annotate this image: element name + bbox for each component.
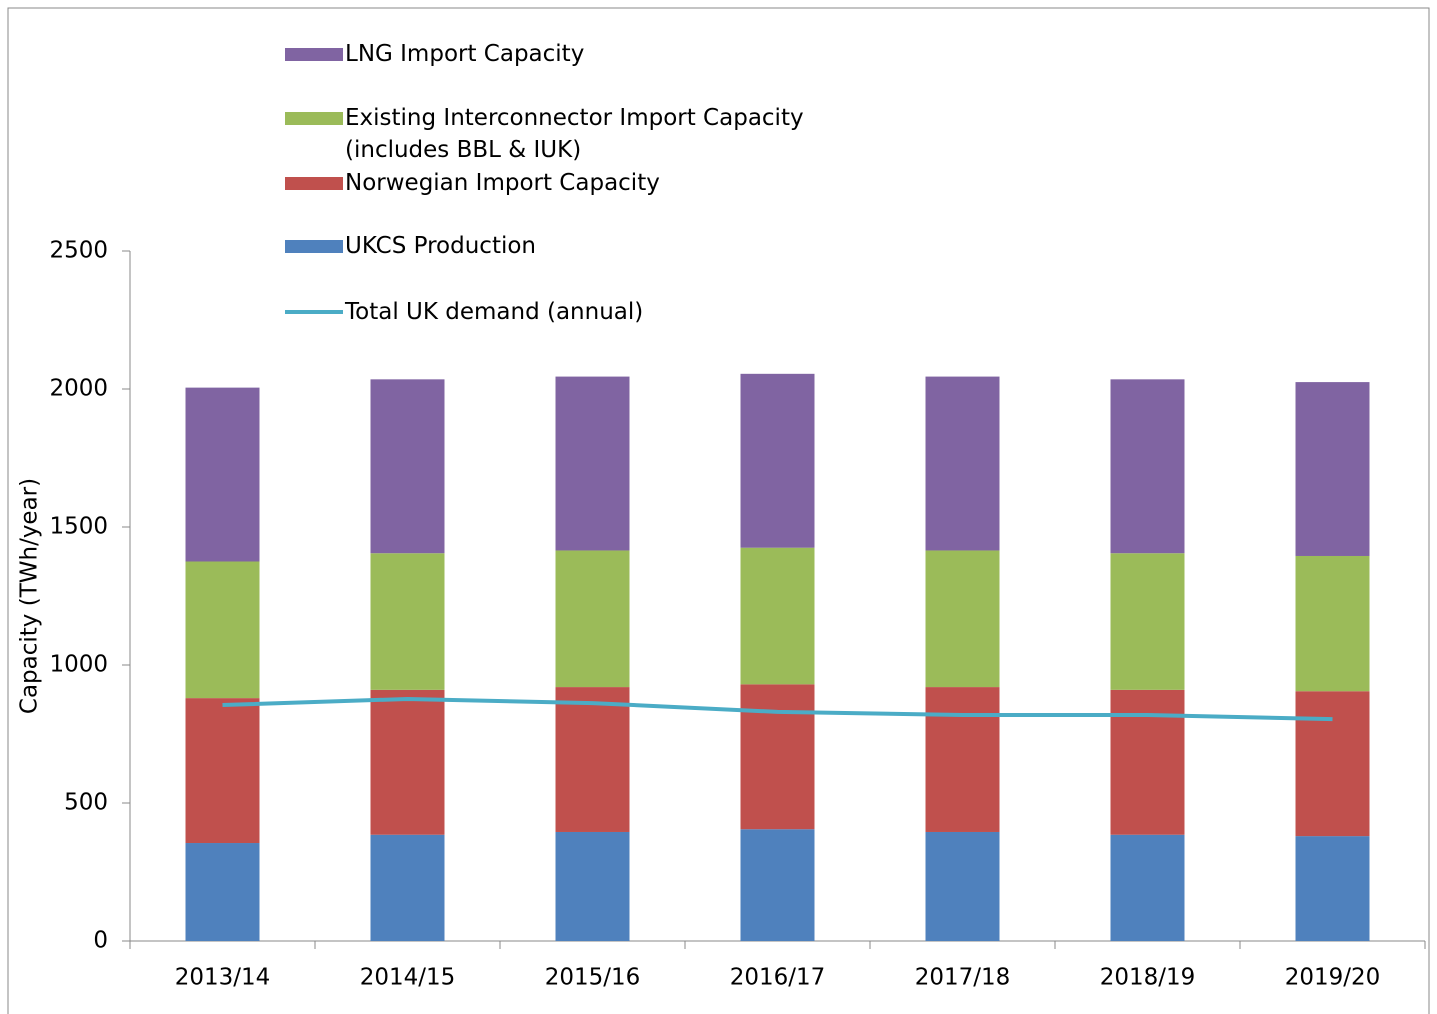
legend-swatch bbox=[285, 48, 343, 61]
bar-segment bbox=[740, 829, 815, 941]
bar-segment bbox=[925, 831, 1000, 941]
bar-segment bbox=[1110, 834, 1185, 941]
y-tick-label: 1000 bbox=[49, 652, 108, 678]
x-tick-label: 2015/16 bbox=[545, 965, 641, 991]
bar-segment bbox=[1110, 689, 1185, 835]
bar-segment bbox=[185, 387, 260, 562]
bar-segment bbox=[740, 373, 815, 548]
line-series bbox=[222, 696, 1333, 722]
bar-segment bbox=[370, 834, 445, 941]
x-tick-label: 2016/17 bbox=[730, 965, 826, 991]
bar-segment bbox=[1295, 691, 1370, 837]
bar-segment bbox=[555, 376, 630, 551]
bar-segment bbox=[185, 561, 260, 699]
bar-segment bbox=[555, 831, 630, 941]
bar-segment bbox=[555, 550, 630, 688]
bar-segment bbox=[740, 684, 815, 830]
y-tick-label: 0 bbox=[93, 928, 108, 954]
legend-label: Existing Interconnector Import Capacity … bbox=[345, 105, 804, 163]
bar-segment bbox=[1110, 379, 1185, 554]
bar-segment bbox=[185, 698, 260, 844]
bar-segment bbox=[555, 687, 630, 832]
bar-segment bbox=[370, 689, 445, 835]
legend-swatch bbox=[285, 240, 343, 253]
legend-swatch bbox=[285, 112, 343, 125]
legend-label: LNG Import Capacity bbox=[345, 41, 585, 67]
y-tick-label: 500 bbox=[64, 790, 108, 816]
legend-label: UKCS Production bbox=[345, 233, 536, 259]
legend-swatch bbox=[285, 177, 343, 190]
y-tick-label: 1500 bbox=[49, 514, 108, 540]
bar-segment bbox=[1295, 382, 1370, 556]
bar-segment bbox=[185, 843, 260, 941]
bar-segment bbox=[1295, 555, 1370, 692]
x-tick-label: 2018/19 bbox=[1100, 965, 1196, 991]
bar-segment bbox=[925, 687, 1000, 832]
bar-segment bbox=[925, 550, 1000, 688]
y-tick-label: 2000 bbox=[49, 376, 108, 402]
legend-label: Total UK demand (annual) bbox=[345, 299, 644, 325]
y-axis-label: Capacity (TWh/year) bbox=[17, 478, 43, 714]
bar-segment bbox=[1295, 836, 1370, 941]
bar-segment bbox=[1110, 553, 1185, 690]
x-tick-label: 2017/18 bbox=[915, 965, 1011, 991]
y-tick-label: 2500 bbox=[49, 238, 108, 264]
bar-segment bbox=[925, 376, 1000, 551]
chart-frame bbox=[7, 7, 1430, 1014]
x-tick-label: 2013/14 bbox=[175, 965, 271, 991]
bar-segment bbox=[740, 547, 815, 685]
bar-segment bbox=[370, 553, 445, 690]
x-tick-label: 2014/15 bbox=[360, 965, 456, 991]
x-tick-label: 2019/20 bbox=[1285, 965, 1381, 991]
legend-label: Norwegian Import Capacity bbox=[345, 170, 660, 196]
bar-segment bbox=[370, 379, 445, 554]
